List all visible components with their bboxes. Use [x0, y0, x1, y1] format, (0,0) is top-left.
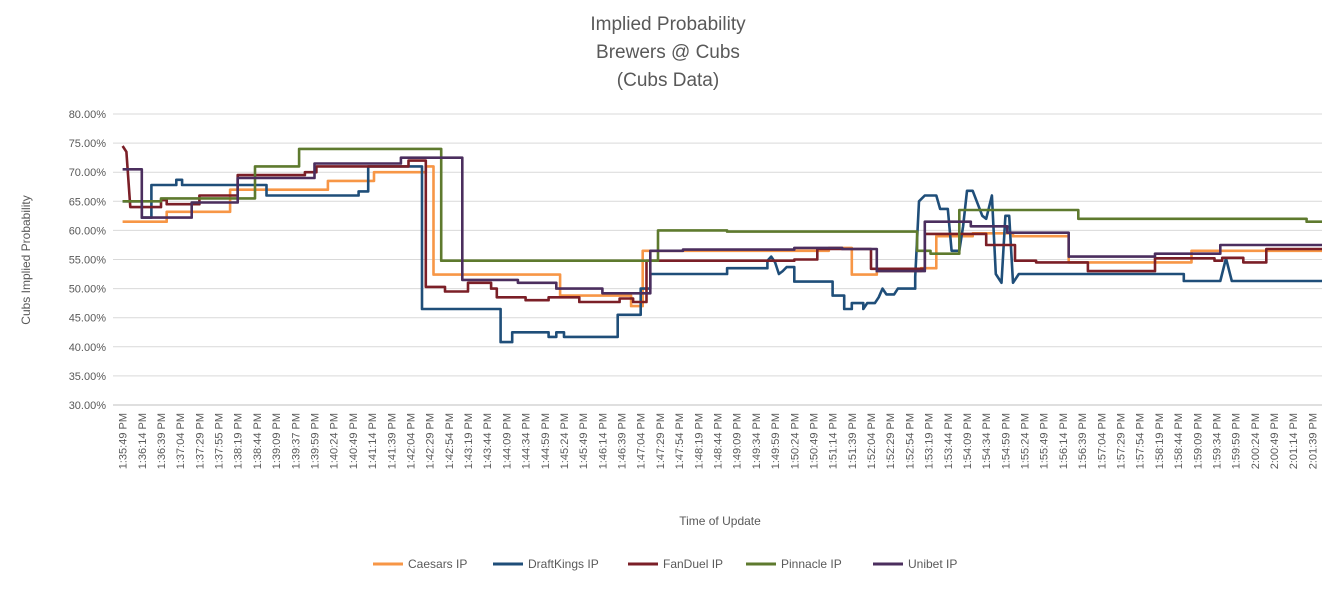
chart-title: Implied Probability Brewers @ Cubs (Cubs… [590, 14, 746, 91]
x-tick-label: 1:49:34 PM [751, 413, 763, 469]
legend-label: Caesars IP [408, 557, 467, 571]
x-tick-label: 1:57:04 PM [1096, 413, 1108, 469]
x-tick-label: 1:57:29 PM [1116, 413, 1128, 469]
chart-title-line-3: (Cubs Data) [617, 70, 719, 91]
x-tick-label: 1:40:24 PM [329, 413, 341, 469]
y-tick-label: 70.00% [69, 167, 107, 179]
x-tick-label: 1:46:14 PM [597, 413, 609, 469]
x-tick-label: 1:51:14 PM [828, 413, 840, 469]
x-tick-label: 1:45:24 PM [559, 413, 571, 469]
x-tick-label: 1:45:49 PM [578, 413, 590, 469]
x-tick-label: 1:42:54 PM [444, 413, 456, 469]
x-tick-label: 1:37:29 PM [194, 413, 206, 469]
x-tick-label: 2:01:39 PM [1307, 413, 1319, 469]
x-tick-label: 1:36:39 PM [156, 413, 168, 469]
x-tick-label: 1:39:59 PM [310, 413, 322, 469]
x-tick-label: 1:47:29 PM [655, 413, 667, 469]
x-tick-label: 1:44:59 PM [540, 413, 552, 469]
x-tick-label: 1:54:59 PM [1000, 413, 1012, 469]
x-tick-label: 1:40:49 PM [348, 413, 360, 469]
x-tick-label: 1:44:09 PM [501, 413, 513, 469]
y-tick-label: 50.00% [69, 284, 107, 296]
x-tick-label: 1:53:19 PM [924, 413, 936, 469]
x-tick-label: 1:44:34 PM [521, 413, 533, 469]
legend-label: FanDuel IP [663, 557, 723, 571]
x-tick-label: 1:52:54 PM [904, 413, 916, 469]
x-tick-label: 1:56:39 PM [1077, 413, 1089, 469]
x-tick-label: 1:54:09 PM [962, 413, 974, 469]
x-tick-label: 1:39:37 PM [290, 413, 302, 469]
x-tick-label: 1:58:44 PM [1173, 413, 1185, 469]
series-line-pinnacle-ip [122, 147, 1322, 263]
x-tick-label: 2:00:49 PM [1269, 413, 1281, 469]
x-tick-label: 1:50:24 PM [789, 413, 801, 469]
x-tick-label: 1:42:29 PM [425, 413, 437, 469]
x-tick-label: 1:59:09 PM [1192, 413, 1204, 469]
chart-title-line-1: Implied Probability [590, 14, 746, 35]
y-tick-label: 45.00% [69, 313, 107, 325]
x-tick-label: 1:41:39 PM [386, 413, 398, 469]
x-tick-label: 1:38:44 PM [252, 413, 264, 469]
x-tick-label: 1:48:44 PM [713, 413, 725, 469]
x-tick-label: 1:43:44 PM [482, 413, 494, 469]
x-tick-label: 1:52:29 PM [885, 413, 897, 469]
x-tick-label: 1:35:49 PM [118, 413, 130, 469]
chart-title-line-2: Brewers @ Cubs [596, 42, 740, 63]
x-tick-label: 2:01:14 PM [1288, 413, 1300, 469]
x-tick-label: 1:55:24 PM [1020, 413, 1032, 469]
y-tick-label: 60.00% [69, 225, 107, 237]
x-tick-label: 1:57:54 PM [1135, 413, 1147, 469]
y-tick-label: 75.00% [69, 138, 107, 150]
legend-label: Unibet IP [908, 557, 957, 571]
x-tick-label: 1:55:49 PM [1039, 413, 1051, 469]
legend: Caesars IP DraftKings IP FanDuel IP Pinnacl… [373, 557, 957, 571]
x-tick-label: 1:46:39 PM [617, 413, 629, 469]
x-tick-label: 1:54:34 PM [981, 413, 993, 469]
legend-label: Pinnacle IP [781, 557, 842, 571]
x-tick-label: 1:39:09 PM [271, 413, 283, 469]
x-tick-label: 1:37:04 PM [175, 413, 187, 469]
x-tick-label: 2:00:24 PM [1250, 413, 1262, 469]
x-tick-label: 1:53:44 PM [943, 413, 955, 469]
series-line-draftkings-ip [122, 165, 1322, 344]
x-axis-ticks: 1:35:49 PM 1:36:14 PM 1:36:39 PM 1:37:04 PM… [118, 413, 1320, 469]
x-tick-label: 1:52:04 PM [866, 413, 878, 469]
series-line-caesars-ip [122, 165, 1322, 308]
x-tick-label: 1:48:19 PM [693, 413, 705, 469]
x-axis-title: Time of Update [679, 514, 761, 528]
legend-label: DraftKings IP [528, 557, 599, 571]
x-tick-label: 1:41:14 PM [367, 413, 379, 469]
x-tick-label: 1:59:59 PM [1231, 413, 1243, 469]
y-tick-label: 55.00% [69, 255, 107, 267]
x-tick-label: 1:56:14 PM [1058, 413, 1070, 469]
series-line-unibet-ip [122, 156, 1322, 295]
y-tick-label: 30.00% [69, 400, 107, 412]
x-tick-label: 1:49:59 PM [770, 413, 782, 469]
x-tick-label: 1:36:14 PM [137, 413, 149, 469]
y-tick-label: 80.00% [69, 109, 107, 121]
y-tick-label: 65.00% [69, 196, 107, 208]
series-line-fanduel-ip [121, 145, 1322, 304]
x-tick-label: 1:37:55 PM [214, 413, 226, 469]
x-tick-label: 1:58:19 PM [1154, 413, 1166, 469]
x-tick-label: 1:43:19 PM [463, 413, 475, 469]
x-tick-label: 1:51:39 PM [847, 413, 859, 469]
x-tick-label: 1:38:19 PM [233, 413, 245, 469]
y-tick-label: 40.00% [69, 342, 107, 354]
x-tick-label: 1:47:04 PM [636, 413, 648, 469]
y-axis-title: Cubs Implied Probability [19, 195, 33, 324]
x-tick-label: 1:50:49 PM [809, 413, 821, 469]
series-lines [121, 145, 1322, 344]
x-tick-label: 1:47:54 PM [674, 413, 686, 469]
x-tick-label: 1:42:04 PM [406, 413, 418, 469]
y-tick-label: 35.00% [69, 371, 107, 383]
y-axis-ticks: 30.00% 35.00% 40.00% 45.00% 50.00% 55.00% 60.0… [69, 109, 107, 412]
x-tick-label: 1:49:09 PM [732, 413, 744, 469]
x-tick-label: 1:59:34 PM [1212, 413, 1224, 469]
